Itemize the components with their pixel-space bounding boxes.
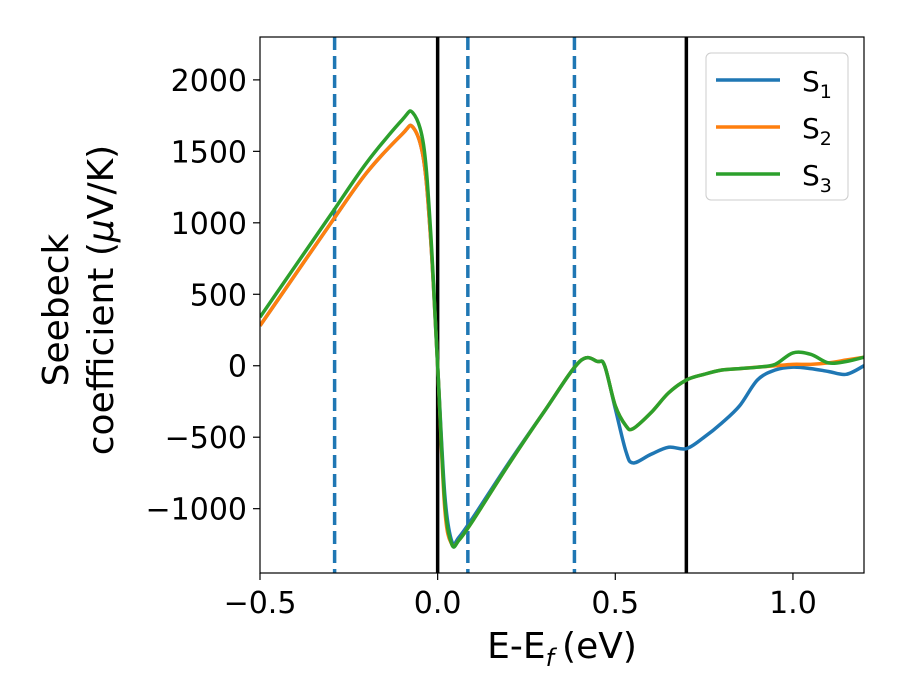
x-tick-label: 0.0 xyxy=(414,586,462,621)
series-line-S3 xyxy=(260,109,864,549)
x-tick-label: −0.5 xyxy=(224,586,297,621)
y-axis-ticks: −1000 −500 0 500 1000 1500 2000 xyxy=(146,64,260,528)
x-axis-label-main: E-E xyxy=(487,626,545,667)
legend: S1 S2 S3 xyxy=(705,52,849,201)
x-axis-label: E-Ef (eV) xyxy=(487,626,637,672)
vertical-reference-lines xyxy=(332,37,689,573)
y-tick-label: −500 xyxy=(165,421,247,456)
y-axis-label-line1: Seebeck xyxy=(36,233,77,386)
y-tick-label: 2000 xyxy=(171,64,247,99)
legend-label-S3: S3 xyxy=(802,159,832,197)
x-tick-label: 1.0 xyxy=(769,586,817,621)
y-tick-label: 500 xyxy=(190,278,247,313)
y-tick-label: −1000 xyxy=(146,493,247,528)
x-tick-label: 0.5 xyxy=(591,586,639,621)
x-axis-ticks: −0.5 0.0 0.5 1.0 xyxy=(224,573,817,621)
y-axis-label-line2: coefficient (μV/K) xyxy=(81,145,122,455)
x-axis-label-unit: (eV) xyxy=(562,626,637,667)
legend-label-S2: S2 xyxy=(802,112,832,150)
series-lines xyxy=(260,109,864,549)
y-tick-label: 1500 xyxy=(171,135,247,170)
y-tick-label: 1000 xyxy=(171,207,247,242)
legend-label-S1: S1 xyxy=(802,65,832,103)
y-tick-label: 0 xyxy=(228,350,247,385)
plot-area-frame xyxy=(259,36,865,574)
